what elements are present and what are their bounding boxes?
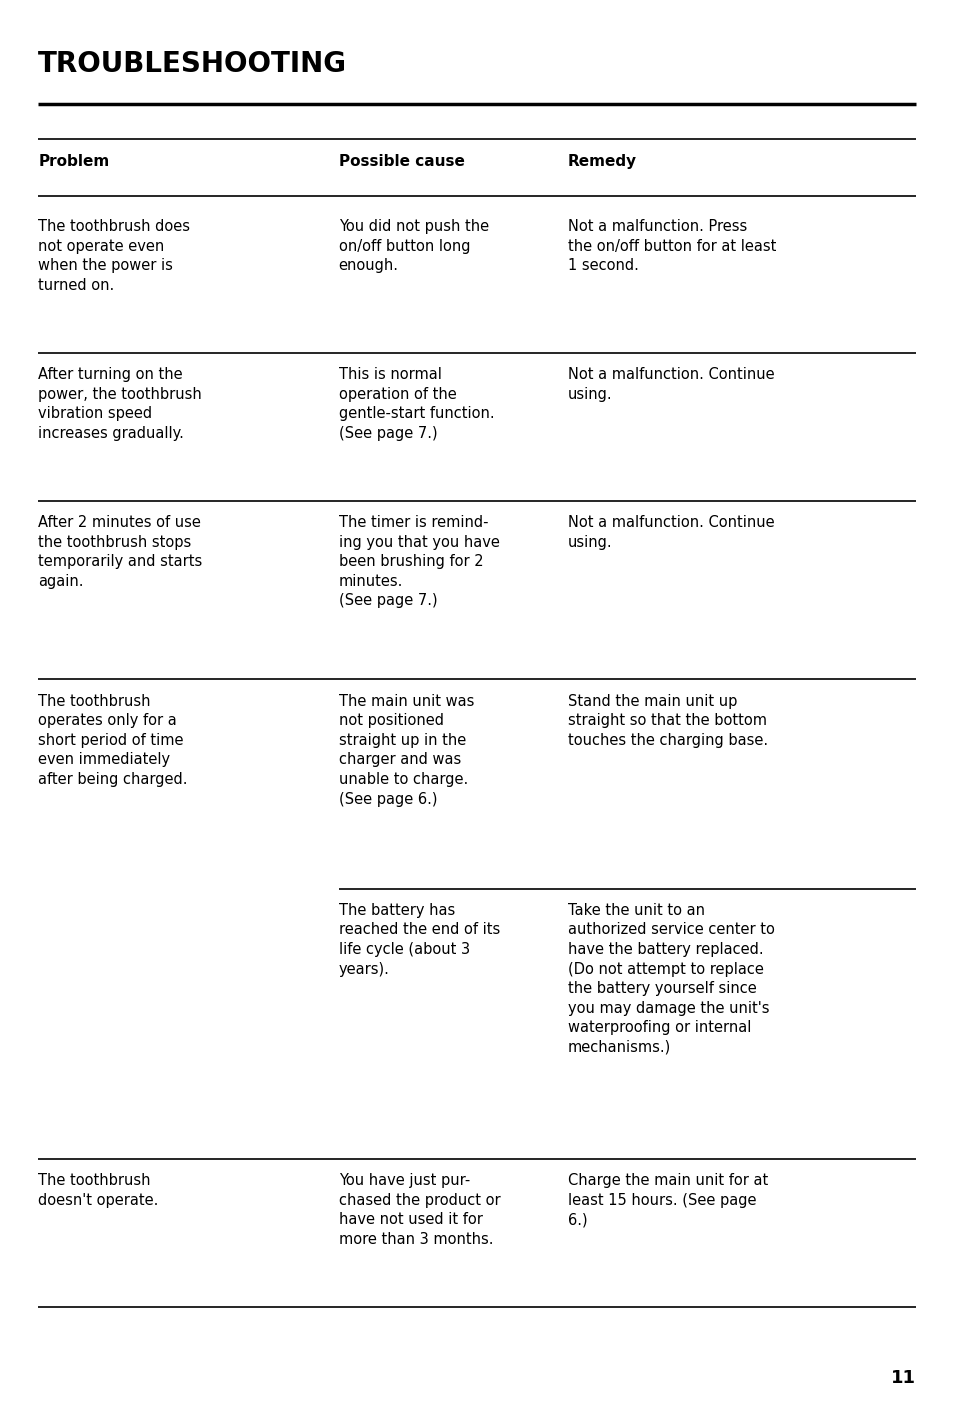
Text: You have just pur-
chased the product or
have not used it for
more than 3 months: You have just pur- chased the product or… [338, 1173, 499, 1247]
Text: This is normal
operation of the
gentle-start function.
(See page 7.): This is normal operation of the gentle-s… [338, 367, 494, 441]
Text: Stand the main unit up
straight so that the bottom
touches the charging base.: Stand the main unit up straight so that … [567, 694, 767, 748]
Text: Remedy: Remedy [567, 154, 636, 169]
Text: TROUBLESHOOTING: TROUBLESHOOTING [38, 50, 347, 78]
Text: Charge the main unit for at
least 15 hours. (See page
6.): Charge the main unit for at least 15 hou… [567, 1173, 767, 1228]
Text: 11: 11 [890, 1369, 915, 1387]
Text: Take the unit to an
authorized service center to
have the battery replaced.
(Do : Take the unit to an authorized service c… [567, 904, 774, 1054]
Text: After turning on the
power, the toothbrush
vibration speed
increases gradually.: After turning on the power, the toothbru… [38, 367, 202, 441]
Text: You did not push the
on/off button long
enough.: You did not push the on/off button long … [338, 219, 488, 273]
Text: The toothbrush
doesn't operate.: The toothbrush doesn't operate. [38, 1173, 158, 1208]
Text: Not a malfunction. Press
the on/off button for at least
1 second.: Not a malfunction. Press the on/off butt… [567, 219, 775, 273]
Text: After 2 minutes of use
the toothbrush stops
temporarily and starts
again.: After 2 minutes of use the toothbrush st… [38, 515, 202, 589]
Text: Not a malfunction. Continue
using.: Not a malfunction. Continue using. [567, 367, 774, 401]
Text: Possible cause: Possible cause [338, 154, 464, 169]
Text: Not a malfunction. Continue
using.: Not a malfunction. Continue using. [567, 515, 774, 549]
Text: The toothbrush
operates only for a
short period of time
even immediately
after b: The toothbrush operates only for a short… [38, 694, 188, 787]
Text: The timer is remind-
ing you that you have
been brushing for 2
minutes.
(See pag: The timer is remind- ing you that you ha… [338, 515, 499, 609]
Text: Problem: Problem [38, 154, 110, 169]
Text: The toothbrush does
not operate even
when the power is
turned on.: The toothbrush does not operate even whe… [38, 219, 190, 293]
Text: The battery has
reached the end of its
life cycle (about 3
years).: The battery has reached the end of its l… [338, 904, 499, 976]
Text: The main unit was
not positioned
straight up in the
charger and was
unable to ch: The main unit was not positioned straigh… [338, 694, 474, 807]
